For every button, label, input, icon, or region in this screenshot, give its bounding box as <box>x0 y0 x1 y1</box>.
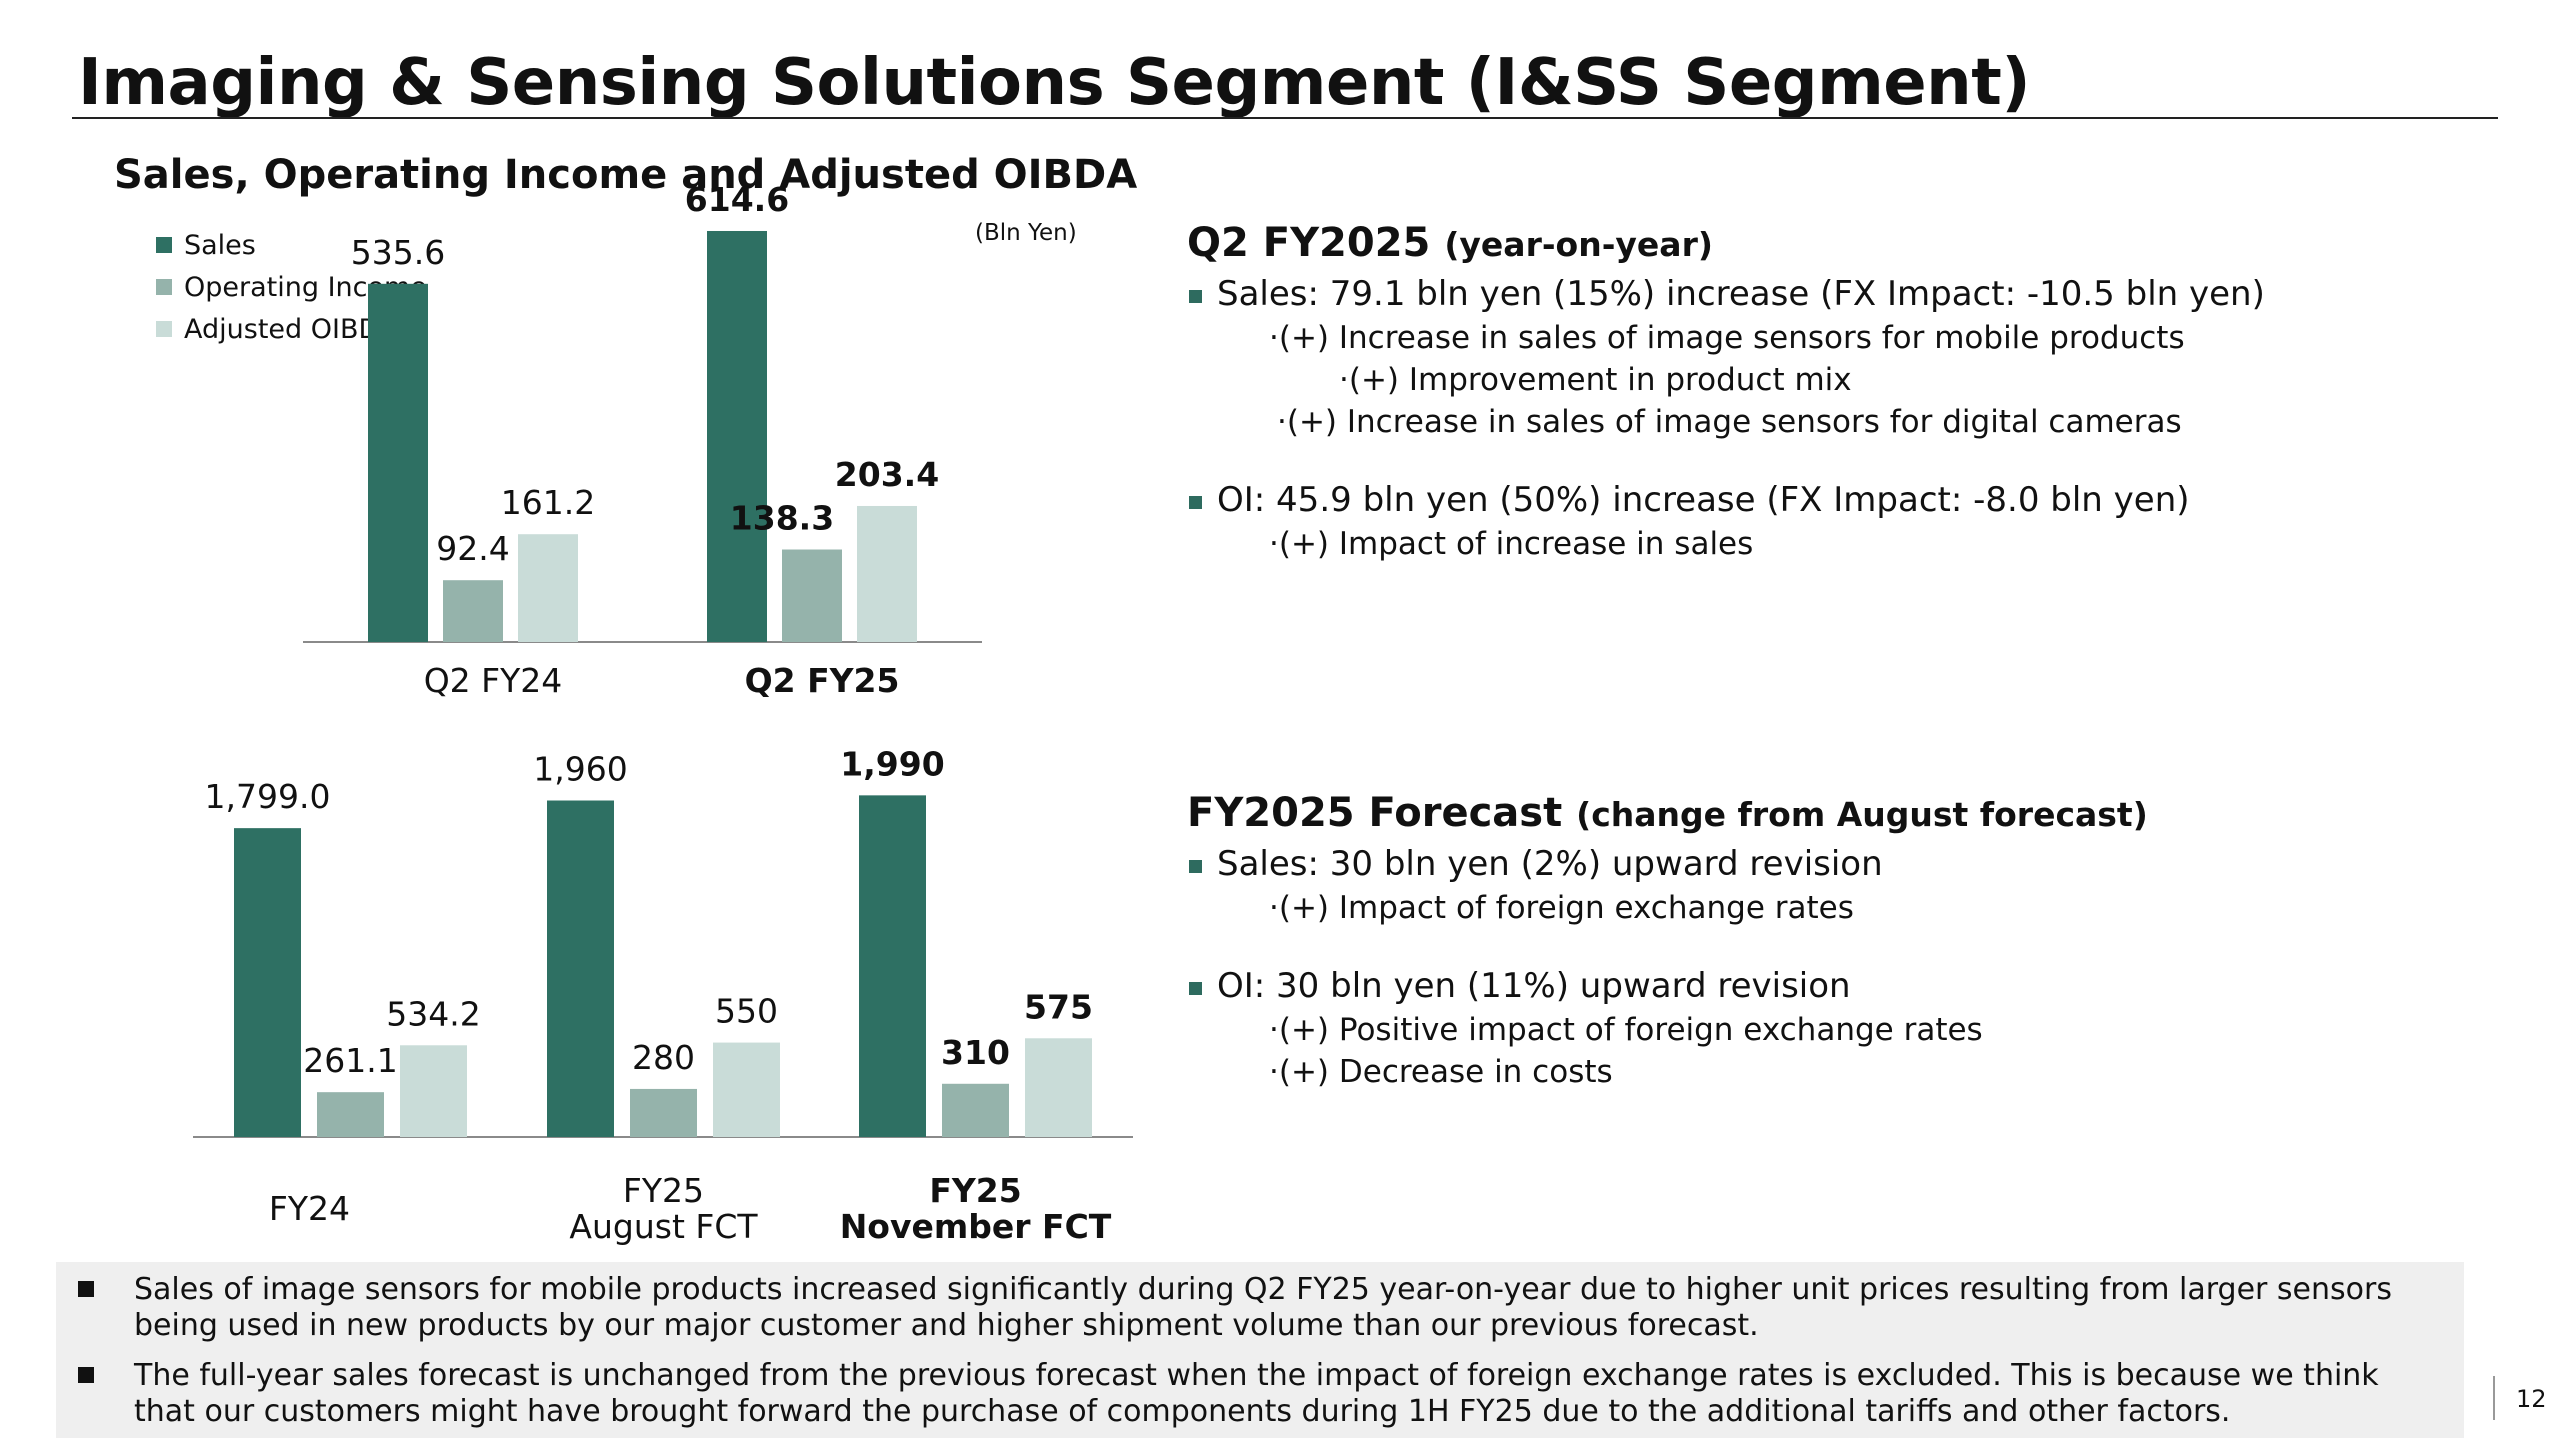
bar-sales-q2-fy25 <box>707 230 767 642</box>
category-label-fy24: FY24 <box>269 1189 350 1228</box>
bar-adjusted-oibda-fy25-november-fct <box>1025 1038 1092 1137</box>
q2-sales-sub1: ·(+) Increase in sales of image sensors … <box>1269 320 2185 356</box>
forecast-oi-sub2: ·(+) Decrease in costs <box>1269 1054 1613 1090</box>
forecast-sales-sub1: ·(+) Impact of foreign exchange rates <box>1269 890 1854 926</box>
footer-note-1: Sales of image sensors for mobile produc… <box>78 1272 2418 1344</box>
footer-bullet-icon <box>78 1281 94 1297</box>
bar-adjusted-oibda-fy24 <box>400 1045 467 1137</box>
page-title: Imaging & Sensing Solutions Segment (I&S… <box>78 46 2031 120</box>
data-label-sales-fy25-august-fct: 1,960 <box>533 750 627 789</box>
q2-sales-sub3: ·(+) Increase in sales of image sensors … <box>1277 404 2182 440</box>
data-label-sales-q2-fy24: 535.6 <box>351 233 445 272</box>
data-label-adjusted-oibda-fy24: 534.2 <box>386 994 480 1033</box>
category-label-fy25-november-fct-line1: FY25 <box>929 1171 1021 1210</box>
data-label-operating-income-fy24: 261.1 <box>303 1041 397 1080</box>
bar-operating-income-q2-fy25 <box>782 549 842 642</box>
footer-note-2-text: The full-year sales forecast is unchange… <box>134 1358 2379 1429</box>
bar-sales-fy25-november-fct <box>859 795 926 1137</box>
bar-operating-income-q2-fy24 <box>443 580 503 642</box>
legend-swatch-operating-income <box>156 279 172 295</box>
data-label-sales-fy25-november-fct: 1,990 <box>840 744 944 783</box>
category-label-q2-fy25: Q2 FY25 <box>745 661 900 700</box>
legend-item-adjusted-oibda: Adjusted OIBDA <box>156 308 427 350</box>
bar-adjusted-oibda-q2-fy24 <box>518 534 578 642</box>
forecast-title-main: FY2025 Forecast <box>1187 790 1563 836</box>
footer-note-1-text: Sales of image sensors for mobile produc… <box>134 1272 2392 1343</box>
page-number: 12 <box>2516 1385 2547 1413</box>
forecast-sales-bullet: Sales: 30 bln yen (2%) upward revision <box>1187 844 2487 884</box>
q2-title: Q2 FY2025 (year-on-year) <box>1187 220 2487 266</box>
bar-operating-income-fy25-november-fct <box>942 1083 1009 1137</box>
forecast-oi-bullet: OI: 30 bln yen (11%) upward revision <box>1187 966 2487 1006</box>
forecast-title: FY2025 Forecast (change from August fore… <box>1187 790 2487 836</box>
bar-sales-q2-fy24 <box>368 283 428 642</box>
q2-summary: Q2 FY2025 (year-on-year) Sales: 79.1 bln… <box>1187 220 2487 562</box>
category-label-fy25-november-fct-line2: November FCT <box>840 1207 1112 1246</box>
footer-note-2: The full-year sales forecast is unchange… <box>78 1358 2418 1430</box>
data-label-operating-income-fy25-august-fct: 280 <box>632 1038 695 1077</box>
footer-notes-panel <box>56 1262 2464 1438</box>
category-label-fy25-august-fct-line2: August FCT <box>569 1207 758 1246</box>
category-label-q2-fy24: Q2 FY24 <box>424 661 563 700</box>
bar-operating-income-fy24 <box>317 1092 384 1137</box>
q2-title-paren: (year-on-year) <box>1444 225 1713 264</box>
q2-sales-sub2: ·(+) Improvement in product mix <box>1339 362 1852 398</box>
category-label-fy25-august-fct-line1: FY25 <box>623 1171 704 1210</box>
chart-section-title: Sales, Operating Income and Adjusted OIB… <box>114 152 1138 198</box>
legend-item-sales: Sales <box>156 224 427 266</box>
bar-sales-fy25-august-fct <box>547 800 614 1137</box>
footer-bullet-icon <box>78 1367 94 1383</box>
q2-oi-sub1: ·(+) Impact of increase in sales <box>1269 526 1754 562</box>
bar-sales-fy24 <box>234 828 301 1137</box>
forecast-title-paren: (change from August forecast) <box>1576 795 2148 834</box>
data-label-adjusted-oibda-fy25-august-fct: 550 <box>715 992 778 1031</box>
title-divider <box>72 117 2498 119</box>
unit-label: (Bln Yen) <box>975 220 1077 246</box>
q2-sales-bullet: Sales: 79.1 bln yen (15%) increase (FX I… <box>1187 274 2487 314</box>
legend-swatch-adjusted-oibda <box>156 321 172 337</box>
data-label-adjusted-oibda-q2-fy24: 161.2 <box>501 483 595 522</box>
q2-oi-bullet: OI: 45.9 bln yen (50%) increase (FX Impa… <box>1187 480 2487 520</box>
data-label-adjusted-oibda-fy25-november-fct: 575 <box>1024 987 1093 1026</box>
data-label-sales-q2-fy25: 614.6 <box>685 180 789 219</box>
data-label-adjusted-oibda-q2-fy25: 203.4 <box>835 455 939 494</box>
bar-adjusted-oibda-q2-fy25 <box>857 505 917 642</box>
legend-label-adjusted-oibda: Adjusted OIBDA <box>184 313 398 345</box>
bar-adjusted-oibda-fy25-august-fct <box>713 1042 780 1137</box>
full-year-bar-chart: 1,799.0261.1534.2FY241,960280550FY25Augu… <box>193 744 1133 1246</box>
data-label-operating-income-q2-fy25: 138.3 <box>730 499 834 538</box>
page-number-divider <box>2493 1376 2495 1420</box>
q2-title-main: Q2 FY2025 <box>1187 220 1431 266</box>
legend-label-sales: Sales <box>184 229 256 261</box>
data-label-operating-income-q2-fy24: 92.4 <box>436 529 509 568</box>
forecast-summary: FY2025 Forecast (change from August fore… <box>1187 790 2487 1090</box>
data-label-operating-income-fy25-november-fct: 310 <box>941 1033 1010 1072</box>
forecast-oi-sub1: ·(+) Positive impact of foreign exchange… <box>1269 1012 1983 1048</box>
legend-swatch-sales <box>156 237 172 253</box>
data-label-sales-fy24: 1,799.0 <box>205 777 331 816</box>
bar-operating-income-fy25-august-fct <box>630 1088 697 1137</box>
